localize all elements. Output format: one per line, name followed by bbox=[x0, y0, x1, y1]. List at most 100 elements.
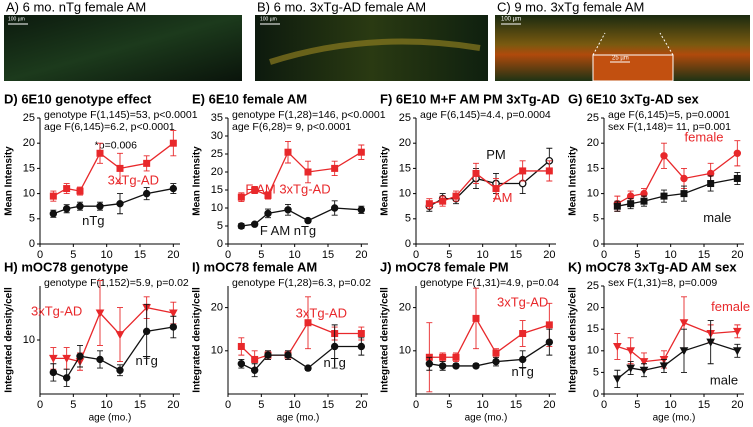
y-tick-label: 25 bbox=[587, 280, 599, 292]
x-tick-label: 0 bbox=[37, 249, 43, 261]
marker bbox=[237, 342, 245, 350]
y-tick-label: 25 bbox=[399, 112, 411, 124]
marker bbox=[660, 192, 668, 200]
x-tick-label: 20 bbox=[731, 399, 743, 411]
x-tick-label: 10 bbox=[101, 249, 113, 261]
annotation: age F(6,28)= 9, p<0.0001 bbox=[232, 121, 351, 133]
y-axis-label: Mean Intensity bbox=[4, 146, 15, 216]
marker bbox=[76, 352, 84, 360]
marker bbox=[49, 210, 58, 218]
marker bbox=[732, 347, 742, 356]
marker bbox=[76, 202, 84, 210]
x-axis-label: age (mo.) bbox=[89, 413, 132, 424]
marker bbox=[95, 309, 105, 318]
y-tick-label: 5 bbox=[593, 366, 599, 378]
marker bbox=[143, 159, 151, 167]
annotation: *p=0.006 bbox=[95, 140, 137, 152]
x-tick-label: 10 bbox=[477, 249, 489, 261]
y-tick-label: 20 bbox=[211, 302, 223, 314]
chart-title: K) mOC78 3xTg-AD AM sex bbox=[568, 259, 737, 274]
marker bbox=[613, 202, 621, 210]
x-tick-label: 5 bbox=[70, 249, 76, 261]
x-tick-label: 5 bbox=[70, 399, 76, 411]
marker bbox=[142, 327, 151, 336]
marker bbox=[659, 362, 669, 371]
marker bbox=[264, 351, 272, 359]
marker bbox=[251, 355, 259, 363]
series-label: F AM nTg bbox=[260, 223, 316, 238]
y-tick-label: 5 bbox=[593, 213, 599, 225]
y-tick-label: 10 bbox=[587, 345, 599, 357]
marker bbox=[49, 368, 58, 377]
marker bbox=[545, 338, 554, 346]
marker bbox=[62, 354, 72, 363]
annotation: age F(6,145)=6.2, p<0.0001 bbox=[44, 121, 175, 133]
marker bbox=[96, 355, 104, 364]
series-label: nTg bbox=[511, 364, 533, 379]
chart-title: F) 6E10 M+F AM PM 3xTg-AD bbox=[380, 91, 560, 106]
x-tick-label: 5 bbox=[446, 249, 452, 261]
series-line bbox=[429, 341, 550, 367]
annotation: genotype F(1,28)=146, p<0.0001 bbox=[232, 109, 386, 121]
marker bbox=[237, 222, 246, 230]
y-tick-label: 10 bbox=[211, 202, 223, 214]
x-tick-label: 0 bbox=[601, 249, 607, 261]
scale-label: 25 µm bbox=[612, 56, 629, 62]
chart-title: G) 6E10 3xTg-AD sex bbox=[568, 91, 700, 106]
marker bbox=[169, 184, 178, 193]
marker bbox=[680, 190, 688, 198]
marker bbox=[169, 139, 177, 147]
chart-title: D) 6E10 genotype effect bbox=[4, 91, 152, 106]
y-tick-label: 0 bbox=[405, 238, 411, 250]
series-label: female bbox=[684, 130, 723, 145]
inset bbox=[592, 54, 674, 82]
marker bbox=[545, 167, 553, 175]
x-tick-label: 0 bbox=[225, 399, 231, 411]
series-line bbox=[429, 317, 550, 358]
chart-title: J) mOC78 female PM bbox=[380, 259, 509, 274]
annotation: sex F(1,31)=8, p=0.009 bbox=[608, 277, 717, 289]
marker bbox=[330, 204, 339, 212]
scale-label: 100 µm bbox=[8, 16, 25, 22]
annotation: genotype F(1,145)=53, p<0.0001 bbox=[44, 109, 198, 121]
annotation: genotype F(1,31)=4.9, p=0.04 bbox=[420, 277, 559, 289]
micrograph bbox=[255, 15, 488, 81]
x-tick-label: 15 bbox=[698, 249, 710, 261]
marker bbox=[48, 354, 58, 363]
x-axis-label: age (mo.) bbox=[653, 413, 696, 424]
marker bbox=[304, 364, 312, 372]
y-tick-label: 15 bbox=[211, 184, 223, 196]
marker bbox=[168, 309, 178, 318]
marker bbox=[519, 167, 527, 175]
marker bbox=[732, 327, 742, 336]
x-axis-label: age (mo.) bbox=[465, 413, 508, 424]
series-label: female bbox=[711, 299, 750, 314]
marker bbox=[680, 174, 688, 183]
chart-title: H) mOC78 genotype bbox=[4, 259, 128, 274]
y-tick-label: 10 bbox=[587, 188, 599, 200]
x-tick-label: 15 bbox=[322, 399, 334, 411]
x-tick-label: 15 bbox=[698, 399, 710, 411]
marker bbox=[439, 353, 447, 361]
marker bbox=[733, 174, 741, 182]
y-tick-label: 0 bbox=[593, 388, 599, 400]
marker bbox=[660, 152, 668, 160]
marker bbox=[284, 148, 292, 156]
x-tick-label: 15 bbox=[322, 249, 334, 261]
x-tick-label: 5 bbox=[446, 399, 452, 411]
series-label: PM bbox=[486, 147, 506, 162]
marker bbox=[357, 206, 366, 214]
x-tick-label: 20 bbox=[543, 399, 555, 411]
series-label: male bbox=[703, 210, 731, 225]
x-tick-label: 0 bbox=[413, 399, 419, 411]
y-axis-label: Mean Intensity bbox=[192, 146, 203, 216]
series-label: nTg bbox=[135, 353, 157, 368]
marker bbox=[264, 209, 272, 218]
series-label: nTg bbox=[82, 213, 104, 228]
y-axis-label: Integrated density/cell bbox=[380, 287, 391, 393]
marker bbox=[63, 185, 71, 193]
x-tick-label: 5 bbox=[634, 399, 640, 411]
series-label: 3xTg-AD bbox=[497, 295, 548, 310]
x-tick-label: 15 bbox=[134, 399, 146, 411]
